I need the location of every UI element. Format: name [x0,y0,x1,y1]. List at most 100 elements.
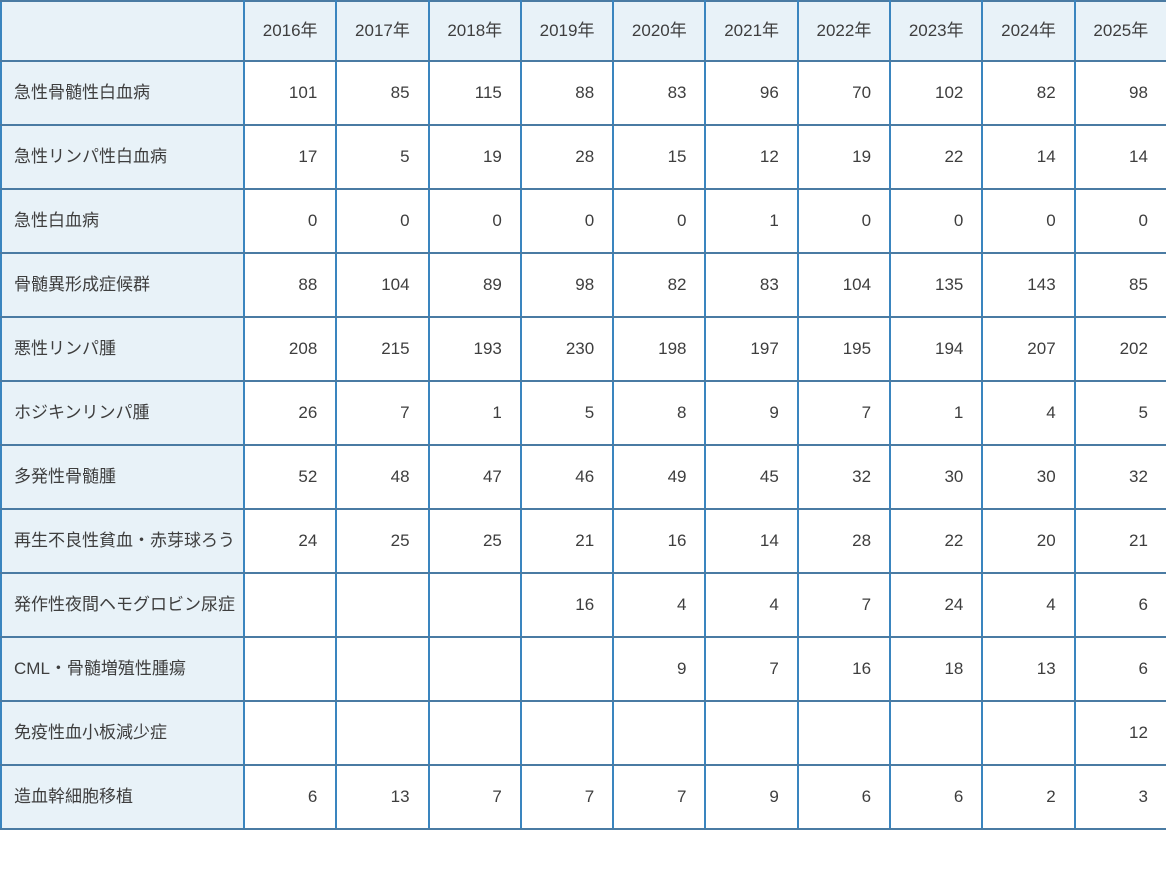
value-cell: 15 [612,124,707,190]
value-cell: 24 [242,508,338,574]
value-cell: 135 [889,252,984,318]
value-cell [427,572,522,638]
value-cell: 4 [981,380,1076,446]
table-row: ホジキンリンパ腫 26 7 1 5 8 9 7 1 4 5 [0,380,1166,446]
value-cell: 0 [427,188,522,254]
value-cell: 21 [1073,508,1166,574]
table-row: 急性リンパ性白血病 17 5 19 28 15 12 19 22 14 14 [0,124,1166,190]
value-cell: 0 [796,188,892,254]
value-cell: 25 [427,508,522,574]
row-label-cell: 急性骨髄性白血病 [0,60,245,126]
value-cell: 18 [889,636,984,702]
value-cell: 1 [427,380,522,446]
table-row: CML・骨髄増殖性腫瘍 9 7 16 18 13 6 [0,636,1166,702]
table-header: 2016年 2017年 2018年 2019年 2020年 2021年 2022年 2023年… [0,0,1166,62]
value-cell: 19 [427,124,522,190]
value-cell: 6 [1073,572,1166,638]
value-cell: 101 [242,60,338,126]
value-cell [519,636,615,702]
value-cell: 14 [1073,124,1166,190]
value-cell: 193 [427,316,522,382]
header-row: 2016年 2017年 2018年 2019年 2020年 2021年 2022年 2023年… [0,0,1166,62]
value-cell: 198 [612,316,707,382]
row-label-cell: 悪性リンパ腫 [0,316,245,382]
value-cell: 0 [1073,188,1166,254]
value-cell: 28 [796,508,892,574]
value-cell: 30 [889,444,984,510]
value-cell: 9 [704,764,799,830]
table-row: 急性骨髄性白血病 101 85 115 88 83 96 70 102 82 98 [0,60,1166,126]
value-cell: 26 [242,380,338,446]
value-cell [242,700,338,766]
year-header-cell: 2023年 [889,0,984,62]
value-cell [427,636,522,702]
value-cell: 83 [704,252,799,318]
value-cell: 12 [1073,700,1166,766]
value-cell: 195 [796,316,892,382]
table-row: 免疫性血小板減少症 12 [0,700,1166,766]
value-cell: 82 [612,252,707,318]
value-cell: 47 [427,444,522,510]
value-cell: 104 [796,252,892,318]
value-cell [796,700,892,766]
value-cell: 12 [704,124,799,190]
value-cell: 98 [519,252,615,318]
value-cell: 82 [981,60,1076,126]
value-cell: 0 [335,188,430,254]
row-label-cell: 急性リンパ性白血病 [0,124,245,190]
value-cell [704,700,799,766]
year-header-cell: 2018年 [427,0,522,62]
value-cell: 46 [519,444,615,510]
year-header-cell: 2022年 [796,0,892,62]
value-cell: 48 [335,444,430,510]
row-label-cell: CML・骨髄増殖性腫瘍 [0,636,245,702]
value-cell: 6 [796,764,892,830]
value-cell: 7 [796,572,892,638]
row-label-cell: 再生不良性貧血・赤芽球ろう [0,508,245,574]
table-row: 急性白血病 0 0 0 0 0 1 0 0 0 0 [0,188,1166,254]
value-cell: 143 [981,252,1076,318]
value-cell [427,700,522,766]
value-cell [242,572,338,638]
value-cell: 2 [981,764,1076,830]
table-row: 多発性骨髄腫 52 48 47 46 49 45 32 30 30 32 [0,444,1166,510]
row-label-cell: 発作性夜間ヘモグロビン尿症 [0,572,245,638]
value-cell: 0 [519,188,615,254]
value-cell: 24 [889,572,984,638]
row-label-cell: 多発性骨髄腫 [0,444,245,510]
value-cell: 9 [704,380,799,446]
value-cell: 115 [427,60,522,126]
value-cell: 19 [796,124,892,190]
value-cell: 7 [427,764,522,830]
value-cell: 20 [981,508,1076,574]
year-header-cell: 2019年 [519,0,615,62]
value-cell: 208 [242,316,338,382]
value-cell: 30 [981,444,1076,510]
value-cell: 194 [889,316,984,382]
table-body: 急性骨髄性白血病 101 85 115 88 83 96 70 102 82 98 急性リンパ性白血病… [0,60,1166,830]
value-cell: 3 [1073,764,1166,830]
value-cell: 7 [704,636,799,702]
value-cell: 21 [519,508,615,574]
table-row: 発作性夜間ヘモグロビン尿症 16 4 4 7 24 4 6 [0,572,1166,638]
value-cell: 14 [981,124,1076,190]
value-cell: 202 [1073,316,1166,382]
value-cell: 88 [242,252,338,318]
value-cell [335,700,430,766]
value-cell [981,700,1076,766]
value-cell: 7 [335,380,430,446]
value-cell: 7 [796,380,892,446]
value-cell: 0 [242,188,338,254]
value-cell: 102 [889,60,984,126]
value-cell: 83 [612,60,707,126]
value-cell: 32 [796,444,892,510]
value-cell: 215 [335,316,430,382]
table-row: 造血幹細胞移植 6 13 7 7 7 9 6 6 2 3 [0,764,1166,830]
yearly-case-count-table-wrap: 2016年 2017年 2018年 2019年 2020年 2021年 2022年 2023年… [0,0,1166,830]
value-cell: 13 [335,764,430,830]
value-cell: 22 [889,508,984,574]
corner-cell [0,0,245,62]
value-cell: 207 [981,316,1076,382]
value-cell: 1 [704,188,799,254]
value-cell: 5 [519,380,615,446]
